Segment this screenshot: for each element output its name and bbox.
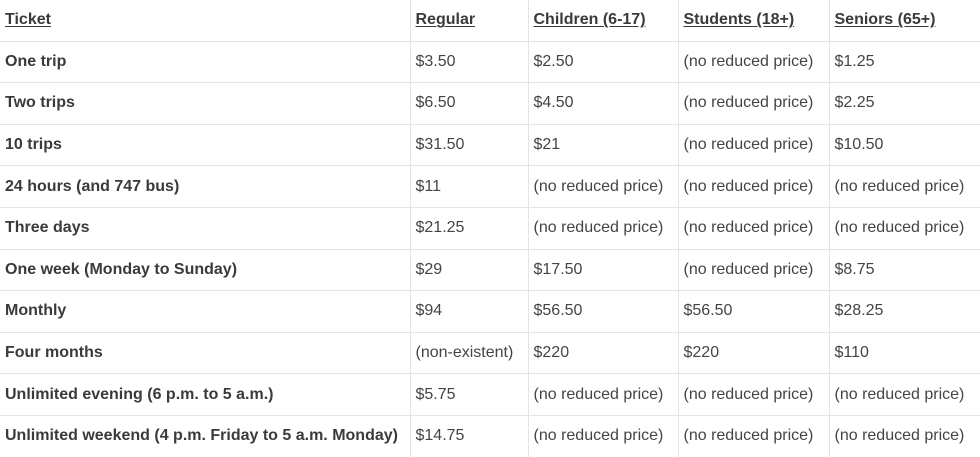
fare-table-body: One trip $3.50 $2.50 (no reduced price) … (0, 41, 980, 457)
children-price-cell: $56.50 (527, 290, 678, 333)
regular-price-cell: $5.75 (409, 373, 528, 416)
regular-price-cell: $31.50 (409, 124, 528, 167)
ticket-type-cell: Monthly (0, 290, 410, 333)
header-seniors: Seniors (65+) (828, 0, 980, 42)
table-row: Unlimited weekend (4 p.m. Friday to 5 a.… (0, 415, 980, 457)
students-price-cell: (no reduced price) (677, 41, 829, 84)
table-row: Unlimited evening (6 p.m. to 5 a.m.) $5.… (0, 373, 980, 416)
table-row: Two trips $6.50 $4.50 (no reduced price)… (0, 82, 980, 125)
children-price-cell: (no reduced price) (527, 415, 678, 457)
ticket-type-cell: Four months (0, 332, 410, 375)
students-price-cell: (no reduced price) (677, 373, 829, 416)
regular-price-cell: $14.75 (409, 415, 528, 457)
children-price-cell: (no reduced price) (527, 373, 678, 416)
ticket-type-cell: Three days (0, 207, 410, 250)
ticket-type-cell: Unlimited evening (6 p.m. to 5 a.m.) (0, 373, 410, 416)
table-row: Four months (non-existent) $220 $220 $11… (0, 332, 980, 375)
seniors-price-cell: (no reduced price) (828, 165, 980, 208)
students-price-cell: (no reduced price) (677, 249, 829, 292)
ticket-type-cell: Unlimited weekend (4 p.m. Friday to 5 a.… (5, 427, 398, 445)
ticket-type-cell: One trip (0, 41, 410, 84)
children-price-cell: $17.50 (527, 249, 678, 292)
table-row: One trip $3.50 $2.50 (no reduced price) … (0, 41, 980, 84)
children-price-cell: $2.50 (527, 41, 678, 84)
header-regular: Regular (409, 0, 528, 42)
regular-price-cell: $3.50 (409, 41, 528, 84)
students-price-cell: (no reduced price) (677, 165, 829, 208)
children-price-cell: $220 (527, 332, 678, 375)
students-price-cell: $220 (677, 332, 829, 375)
children-price-cell: (no reduced price) (527, 207, 678, 250)
regular-price-cell: $94 (409, 290, 528, 333)
header-students: Students (18+) (677, 0, 829, 42)
header-children: Children (6-17) (527, 0, 678, 42)
regular-price-cell: $6.50 (409, 82, 528, 125)
seniors-price-cell: $8.75 (828, 249, 980, 292)
students-price-cell: (no reduced price) (677, 415, 829, 457)
students-price-cell: (no reduced price) (677, 207, 829, 250)
students-price-cell: $56.50 (677, 290, 829, 333)
seniors-price-cell: $110 (828, 332, 980, 375)
ticket-type-cell: Two trips (0, 82, 410, 125)
students-price-cell: (no reduced price) (677, 124, 829, 167)
children-price-cell: $21 (527, 124, 678, 167)
table-row: One week (Monday to Sunday) $29 $17.50 (… (0, 249, 980, 292)
seniors-price-cell: (no reduced price) (828, 415, 980, 457)
table-row: 10 trips $31.50 $21 (no reduced price) $… (0, 124, 980, 167)
ticket-type-cell: One week (Monday to Sunday) (0, 249, 410, 292)
children-price-cell: $4.50 (527, 82, 678, 125)
ticket-type-cell: 24 hours (and 747 bus) (0, 165, 410, 208)
regular-price-cell: $11 (409, 165, 528, 208)
seniors-price-cell: $10.50 (828, 124, 980, 167)
seniors-price-cell: (no reduced price) (828, 207, 980, 250)
header-ticket: Ticket (0, 0, 410, 42)
seniors-price-cell: (no reduced price) (828, 373, 980, 416)
students-price-cell: (no reduced price) (677, 82, 829, 125)
fare-table-header: Ticket Regular Children (6-17) Students … (0, 0, 980, 42)
table-row: Three days $21.25 (no reduced price) (no… (0, 207, 980, 250)
ticket-type-cell: 10 trips (0, 124, 410, 167)
table-row: 24 hours (and 747 bus) $11 (no reduced p… (0, 165, 980, 208)
table-row: Monthly $94 $56.50 $56.50 $28.25 (0, 290, 980, 333)
children-price-cell: (no reduced price) (527, 165, 678, 208)
seniors-price-cell: $28.25 (828, 290, 980, 333)
seniors-price-cell: $2.25 (828, 82, 980, 125)
regular-price-cell: $21.25 (409, 207, 528, 250)
header-row: Ticket Regular Children (6-17) Students … (0, 0, 980, 42)
seniors-price-cell: $1.25 (828, 41, 980, 84)
regular-price-cell: $29 (409, 249, 528, 292)
regular-price-cell: (non-existent) (409, 332, 528, 375)
